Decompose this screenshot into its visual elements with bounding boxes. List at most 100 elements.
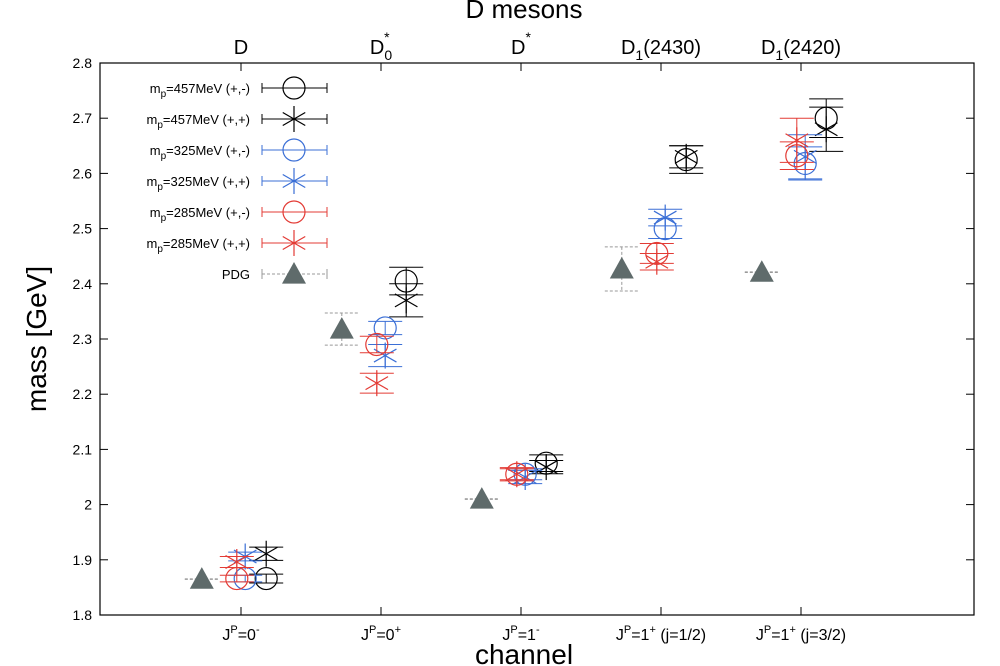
legend-label: mp=457MeV (+,-): [150, 81, 250, 100]
x-label-eq: =0: [238, 627, 256, 644]
legend-marker: [282, 230, 306, 256]
legend-post: =325MeV (+,+): [163, 174, 250, 189]
legend-marker: [282, 138, 306, 162]
y-axis: 1.8 1.9 2 2.1 2.2 2.3 2.4 2.5 2.6 2.7 2.8: [73, 55, 974, 623]
legend-marker: [282, 200, 306, 224]
star-stroke: [785, 133, 809, 148]
legend-pre: m: [147, 112, 158, 127]
top-label-base: D: [234, 37, 248, 59]
x-label-sup2: +: [395, 624, 401, 636]
legend-post: =325MeV (+,-): [166, 143, 250, 158]
legend-post: =285MeV (+,-): [166, 205, 250, 220]
star-stroke: [653, 210, 677, 225]
x-label-eq: =1: [771, 627, 789, 644]
x-axis: JP=0- JP=0+ JP=1- JP=1+ (j=1/2) JP=1+ (j=3/2…: [222, 63, 846, 644]
x-label-sup: P: [764, 624, 771, 636]
chart-title: D mesons: [465, 0, 582, 24]
legend-sub: p: [161, 213, 167, 224]
star-stroke: [254, 546, 278, 561]
x-label-main: J: [222, 627, 230, 644]
legend-label: PDG: [222, 267, 250, 282]
top-label: D0 *: [370, 29, 392, 63]
series-285mev-: [219, 117, 814, 576]
top-axis: D D0* D* D1(2430) D1(2420): [234, 29, 841, 63]
data-point: [785, 127, 809, 154]
legend-label: mp=325MeV (+,-): [150, 143, 250, 162]
top-label-tail: (2420): [783, 37, 841, 59]
legend-sub: p: [161, 89, 167, 100]
legend-pre: m: [147, 236, 158, 251]
top-label-sub: 1: [635, 47, 643, 63]
series-325mev-: [228, 146, 823, 591]
legend: mp=457MeV (+,-)mp=457MeV (+,+)mp=325MeV …: [147, 76, 328, 284]
y-tick-label: 2.1: [73, 441, 93, 457]
star-stroke: [394, 293, 418, 308]
legend-label: mp=285MeV (+,+): [147, 236, 250, 255]
top-label: D: [234, 37, 248, 59]
y-tick-label: 2: [84, 497, 92, 513]
y-tick-label: 2.2: [73, 386, 93, 402]
top-label-base: D: [621, 37, 635, 59]
star-stroke: [793, 149, 817, 164]
data-point: [189, 567, 214, 589]
x-label-sup2: +: [649, 624, 655, 636]
series-pdg: [184, 246, 779, 589]
x-label-main: J: [361, 627, 369, 644]
x-label-suffix: (j=3/2): [796, 627, 846, 644]
data-marks: [184, 98, 844, 591]
x-label-main: J: [616, 627, 624, 644]
x-label-eq: =0: [376, 627, 394, 644]
series-457mev-: [249, 98, 844, 591]
legend-pre: m: [150, 205, 161, 220]
top-label: D1(2420): [761, 37, 841, 63]
y-tick-label: 2.5: [73, 221, 93, 237]
x-label-suffix: (j=1/2): [656, 627, 706, 644]
top-label-base: D: [761, 37, 775, 59]
legend-post: =285MeV (+,+): [163, 236, 250, 251]
top-label-sup: *: [384, 29, 390, 45]
legend-label: mp=285MeV (+,-): [150, 205, 250, 224]
top-label-sub: 0: [384, 47, 392, 63]
legend-marker: [282, 76, 306, 100]
star-stroke: [282, 173, 306, 189]
legend-post: =457MeV (+,-): [166, 81, 250, 96]
legend-label: mp=457MeV (+,+): [147, 112, 250, 131]
x-label-sup: P: [624, 624, 631, 636]
star-stroke: [674, 149, 698, 164]
x-axis-label: channel: [475, 639, 573, 666]
legend-label: mp=325MeV (+,+): [147, 174, 250, 193]
legend-post: =457MeV (+,+): [163, 112, 250, 127]
x-label-sup: P: [369, 624, 376, 636]
x-tick-label: JP=0-: [222, 624, 260, 644]
x-label-main: J: [502, 627, 510, 644]
top-label-sub: 1: [775, 47, 783, 63]
y-tick-label: 2.6: [73, 165, 93, 181]
y-tick-label: 1.8: [73, 607, 93, 623]
data-point: [534, 454, 558, 481]
y-tick-label: 2.3: [73, 331, 93, 347]
legend-marker: [282, 168, 306, 194]
star-stroke: [225, 554, 249, 570]
x-label-sup: P: [510, 624, 517, 636]
data-point: [653, 204, 677, 231]
data-point: [469, 487, 494, 509]
y-tick-label: 2.4: [73, 276, 93, 292]
data-point: [373, 342, 397, 369]
star-stroke: [645, 254, 669, 269]
y-axis-label: mass [GeV]: [21, 266, 52, 412]
top-label-base: D: [511, 37, 525, 59]
x-tick-label: JP=1+ (j=1/2): [616, 624, 706, 644]
data-point: [814, 116, 838, 143]
x-label-eq: =1: [631, 627, 649, 644]
legend-marker: [282, 106, 306, 132]
data-point: [749, 260, 774, 282]
star-stroke: [373, 348, 397, 363]
top-label: D*: [511, 29, 531, 59]
data-point: [609, 256, 634, 279]
x-label-sup2: -: [256, 624, 260, 636]
y-tick-label: 1.9: [73, 552, 93, 568]
series-285mev-: [219, 141, 814, 591]
x-tick-label: JP=0+: [361, 624, 401, 644]
top-label-sup: *: [526, 29, 532, 45]
